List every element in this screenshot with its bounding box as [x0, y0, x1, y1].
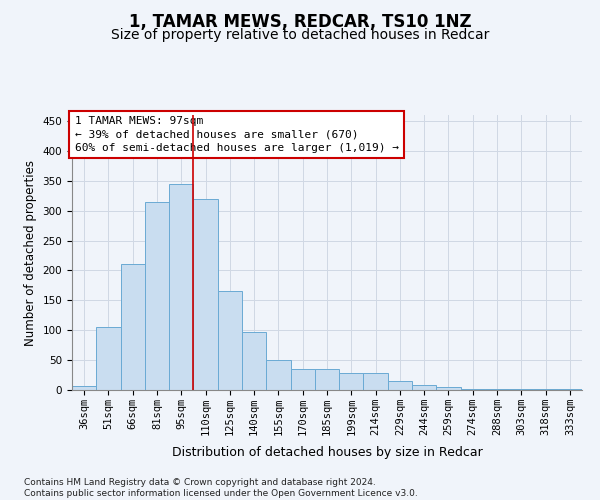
Bar	[315, 369, 339, 390]
Bar	[461, 389, 485, 390]
Bar	[364, 372, 388, 390]
Bar	[290, 369, 315, 390]
Bar	[339, 372, 364, 390]
Bar	[436, 387, 461, 390]
Y-axis label: Number of detached properties: Number of detached properties	[24, 160, 37, 346]
Bar	[388, 381, 412, 390]
Bar	[96, 326, 121, 390]
Text: 1 TAMAR MEWS: 97sqm
← 39% of detached houses are smaller (670)
60% of semi-detac: 1 TAMAR MEWS: 97sqm ← 39% of detached ho…	[74, 116, 398, 153]
Bar	[193, 200, 218, 390]
Bar	[121, 264, 145, 390]
Bar	[72, 386, 96, 390]
X-axis label: Distribution of detached houses by size in Redcar: Distribution of detached houses by size …	[172, 446, 482, 459]
Text: Contains HM Land Registry data © Crown copyright and database right 2024.
Contai: Contains HM Land Registry data © Crown c…	[24, 478, 418, 498]
Bar	[266, 360, 290, 390]
Text: Size of property relative to detached houses in Redcar: Size of property relative to detached ho…	[111, 28, 489, 42]
Bar	[169, 184, 193, 390]
Text: 1, TAMAR MEWS, REDCAR, TS10 1NZ: 1, TAMAR MEWS, REDCAR, TS10 1NZ	[128, 12, 472, 30]
Bar	[412, 385, 436, 390]
Bar	[242, 332, 266, 390]
Bar	[218, 292, 242, 390]
Bar	[145, 202, 169, 390]
